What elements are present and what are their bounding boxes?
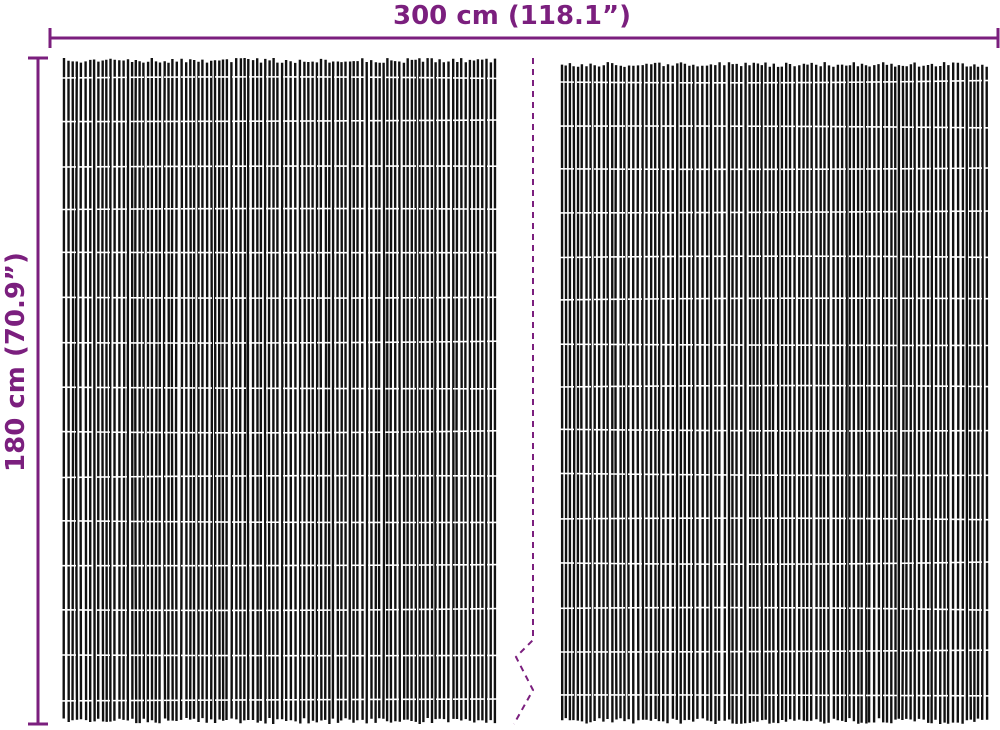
reeds xyxy=(62,57,497,725)
panel-separator xyxy=(513,58,535,725)
reed-panels xyxy=(61,57,993,725)
height-label: 180 cm (70.9”) xyxy=(1,252,31,472)
reeds xyxy=(560,62,989,725)
binding-wires xyxy=(559,79,993,697)
width-label: 300 cm (118.1”) xyxy=(393,1,631,31)
